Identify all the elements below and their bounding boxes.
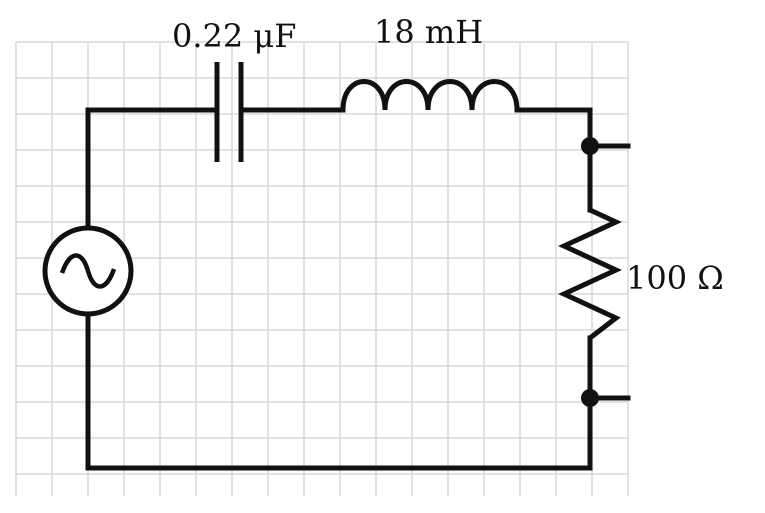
inductor-label: 18 mH [374, 13, 484, 51]
wires [85, 107, 631, 471]
grid [15, 41, 629, 496]
resistor-label: 100 Ω [626, 259, 724, 297]
resistor-symbol [558, 207, 622, 340]
node-bottom-terminal [581, 389, 599, 407]
capacitor-label: 0.22 μF [172, 17, 297, 55]
node-top-terminal [581, 137, 599, 155]
inductor-symbol [340, 79, 520, 111]
capacitor-symbol [214, 62, 244, 162]
sine-wave-icon [59, 253, 117, 289]
ac-source-symbol [42, 225, 134, 317]
